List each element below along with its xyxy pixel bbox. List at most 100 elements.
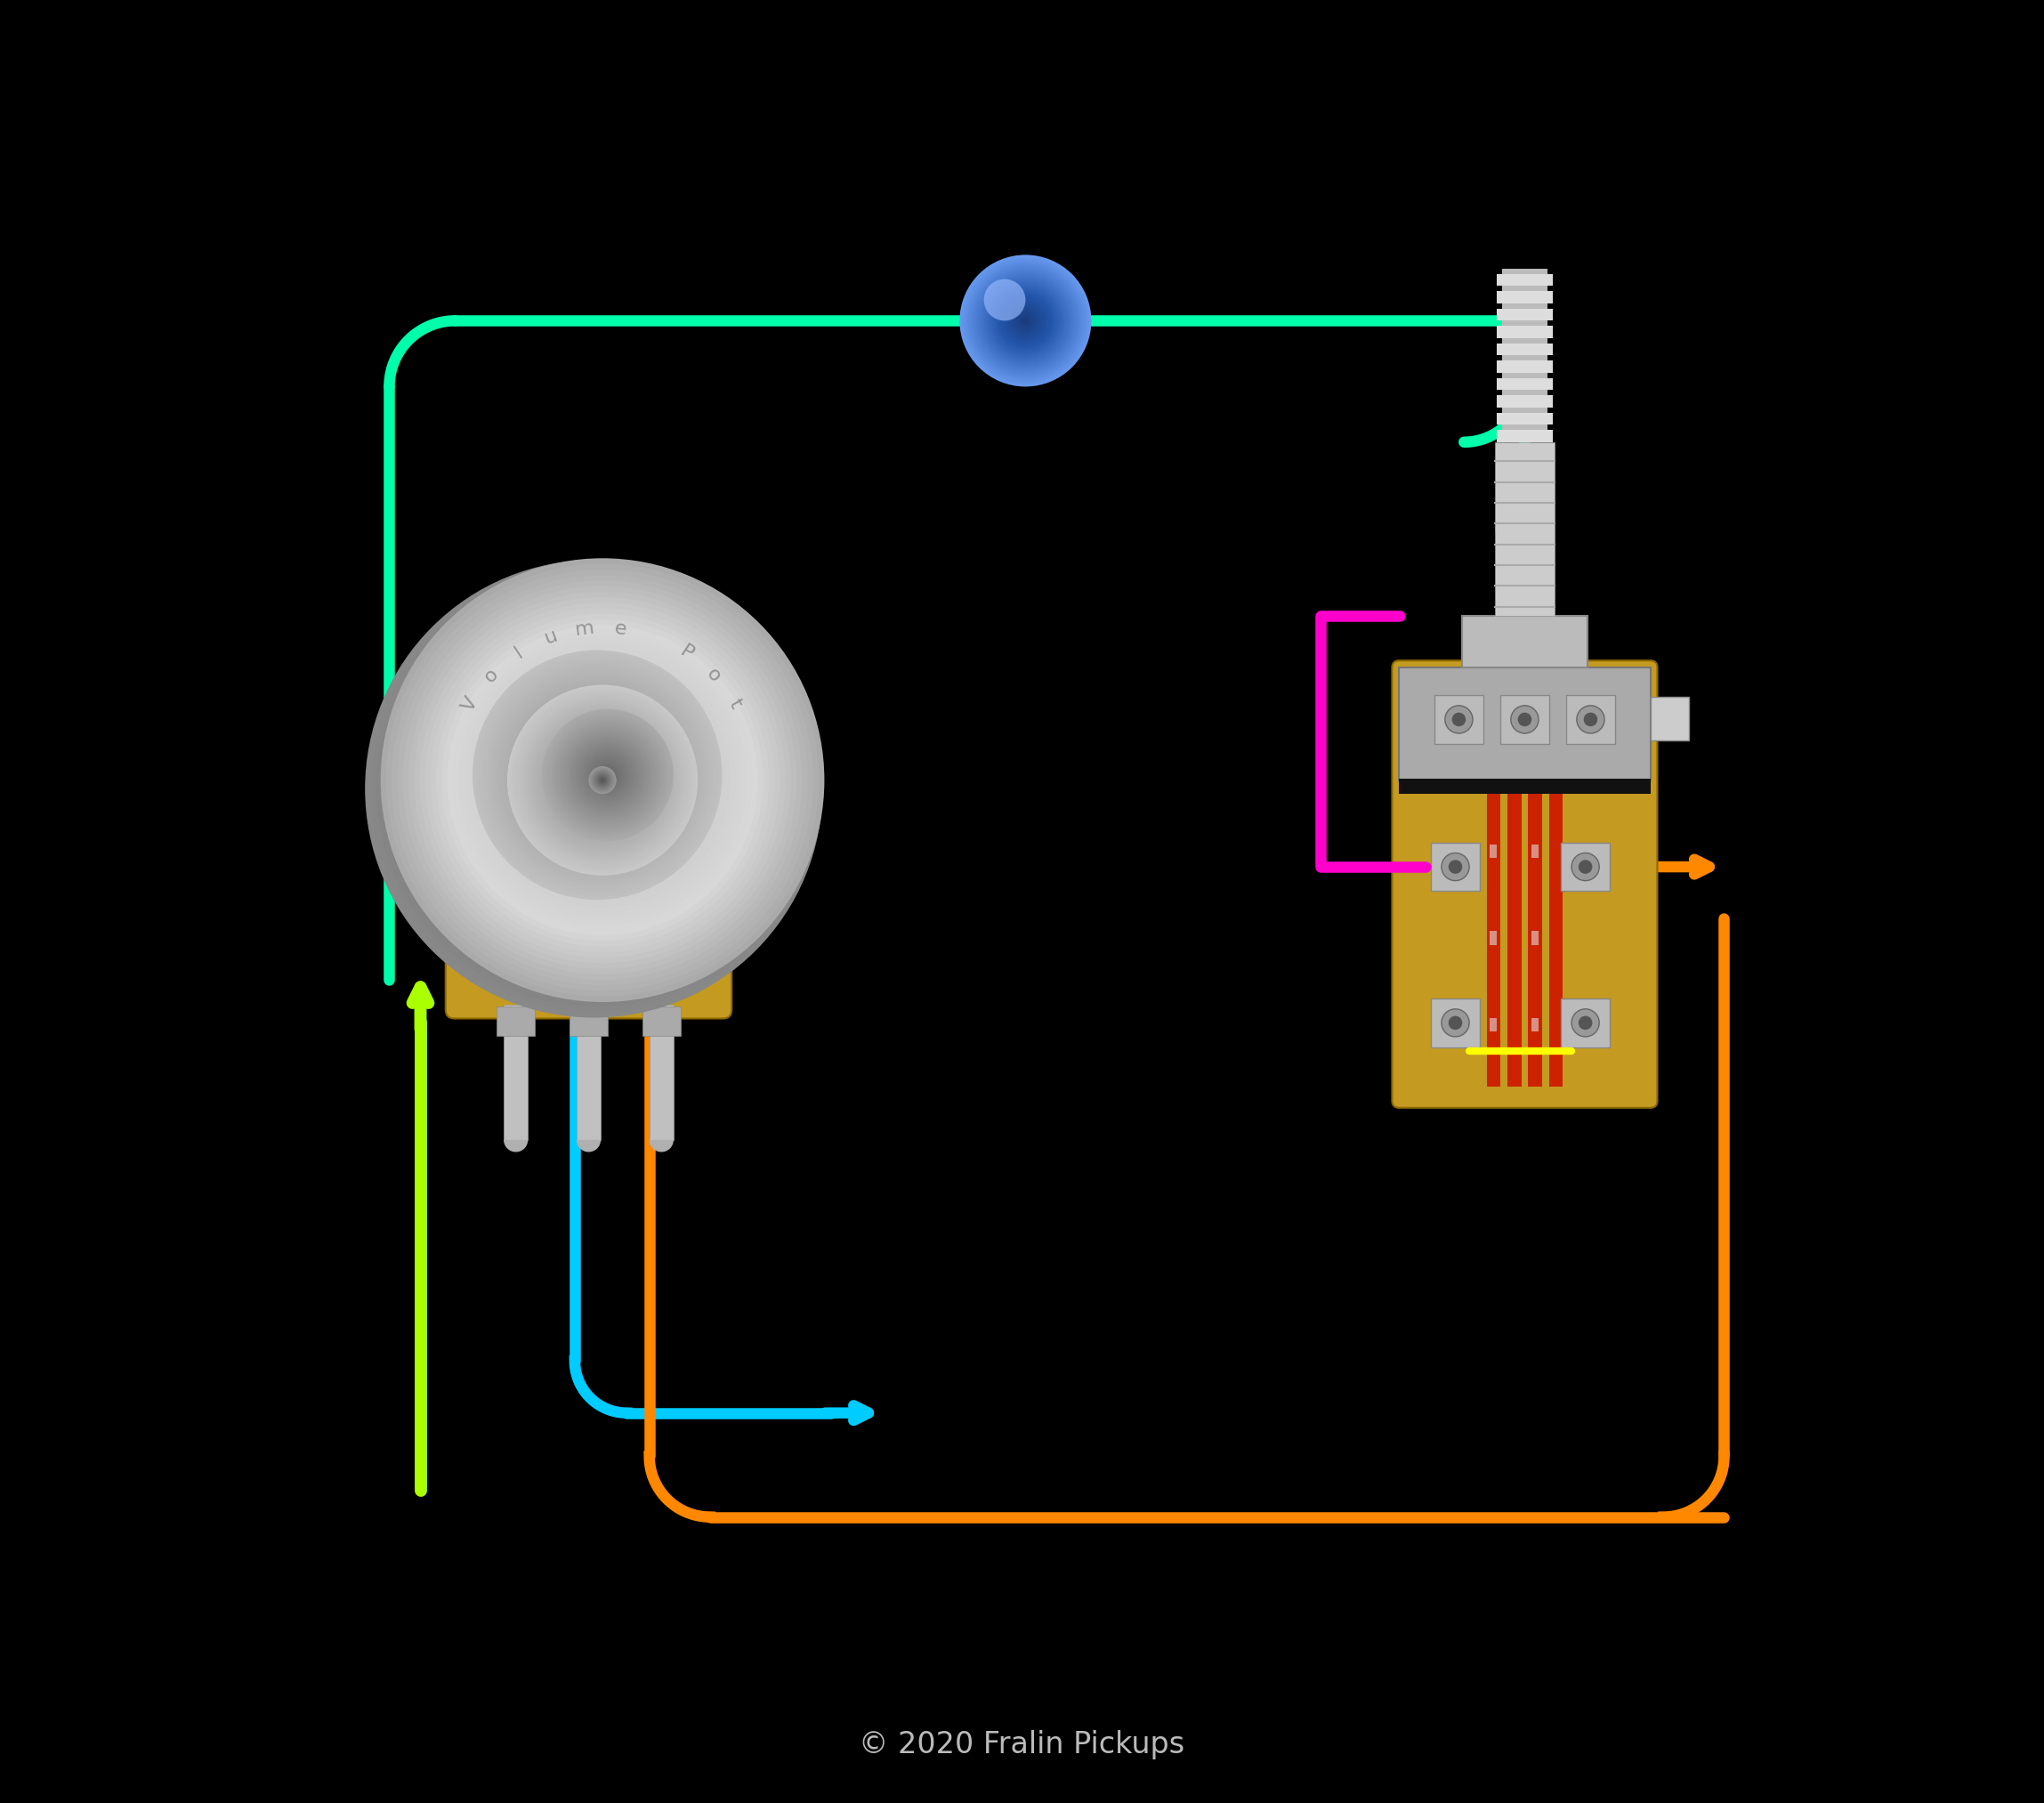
Bar [1490, 930, 1496, 945]
Circle shape [591, 759, 623, 792]
Circle shape [570, 766, 617, 811]
Circle shape [480, 658, 724, 902]
Circle shape [564, 732, 650, 819]
Bar [1496, 413, 1553, 426]
Circle shape [556, 734, 638, 815]
Circle shape [497, 674, 707, 885]
Bar [1490, 844, 1496, 858]
Circle shape [554, 748, 634, 829]
Text: l: l [511, 644, 525, 662]
Circle shape [578, 745, 638, 804]
Circle shape [376, 572, 811, 1006]
Circle shape [403, 581, 801, 979]
Circle shape [1515, 519, 1535, 539]
Circle shape [1523, 526, 1527, 530]
Circle shape [417, 611, 771, 966]
Bar [1500, 696, 1549, 743]
Bar [1431, 999, 1480, 1048]
Bar [1506, 682, 1521, 1087]
Circle shape [1010, 307, 1040, 335]
Bar [1531, 844, 1539, 858]
Circle shape [482, 660, 713, 891]
Circle shape [967, 261, 1085, 380]
Circle shape [595, 761, 621, 788]
Circle shape [1517, 521, 1533, 537]
Circle shape [1506, 510, 1543, 546]
Circle shape [519, 714, 668, 864]
Circle shape [468, 664, 719, 914]
Circle shape [540, 718, 664, 842]
Bar [1496, 379, 1553, 389]
Circle shape [597, 773, 609, 786]
Circle shape [578, 755, 615, 793]
Circle shape [419, 597, 785, 963]
Circle shape [542, 737, 646, 840]
Circle shape [1511, 516, 1537, 543]
Circle shape [517, 694, 679, 856]
Circle shape [399, 595, 789, 983]
Circle shape [1502, 507, 1545, 550]
Circle shape [603, 770, 613, 781]
Circle shape [591, 768, 615, 792]
Circle shape [576, 743, 640, 806]
Circle shape [1441, 1010, 1470, 1037]
Circle shape [380, 559, 824, 1002]
Circle shape [1016, 310, 1036, 330]
Circle shape [593, 770, 613, 790]
Circle shape [995, 290, 1055, 350]
Circle shape [544, 710, 672, 838]
Circle shape [1572, 853, 1598, 880]
Circle shape [961, 256, 1089, 386]
Circle shape [591, 768, 613, 792]
Circle shape [558, 736, 648, 826]
Circle shape [572, 741, 642, 810]
Bar [1486, 682, 1500, 1087]
Circle shape [382, 577, 805, 1001]
Circle shape [474, 669, 713, 909]
Circle shape [1018, 312, 1034, 328]
Circle shape [975, 270, 1077, 371]
Circle shape [548, 725, 658, 835]
Circle shape [977, 272, 1073, 368]
Circle shape [411, 606, 777, 972]
Circle shape [1521, 525, 1529, 534]
Circle shape [585, 763, 609, 788]
Circle shape [478, 656, 715, 894]
Circle shape [973, 269, 1077, 373]
Circle shape [568, 746, 625, 802]
Circle shape [965, 260, 1087, 382]
Circle shape [423, 617, 764, 961]
Circle shape [544, 721, 650, 828]
Circle shape [585, 752, 632, 799]
Circle shape [525, 719, 662, 858]
Circle shape [591, 768, 615, 792]
Circle shape [525, 703, 681, 858]
Circle shape [963, 258, 1087, 384]
Circle shape [554, 732, 642, 819]
Circle shape [977, 270, 1075, 370]
Circle shape [587, 754, 630, 797]
Circle shape [580, 757, 625, 802]
Circle shape [1513, 517, 1537, 541]
Circle shape [576, 754, 619, 797]
Circle shape [538, 716, 656, 835]
Circle shape [985, 279, 1067, 362]
Circle shape [519, 698, 685, 864]
Circle shape [538, 732, 652, 846]
Text: © 2020 Fralin Pickups: © 2020 Fralin Pickups [858, 1731, 1186, 1760]
Circle shape [458, 636, 746, 925]
Circle shape [1519, 523, 1531, 535]
Circle shape [523, 700, 672, 849]
Circle shape [425, 602, 781, 957]
Circle shape [589, 766, 617, 795]
Circle shape [464, 642, 742, 920]
Circle shape [562, 741, 632, 810]
Circle shape [597, 764, 617, 784]
Circle shape [544, 721, 662, 840]
Circle shape [589, 783, 599, 795]
Circle shape [509, 703, 681, 874]
Circle shape [1006, 301, 1044, 341]
Text: m: m [574, 618, 595, 638]
Circle shape [605, 773, 609, 777]
Circle shape [1502, 507, 1547, 552]
